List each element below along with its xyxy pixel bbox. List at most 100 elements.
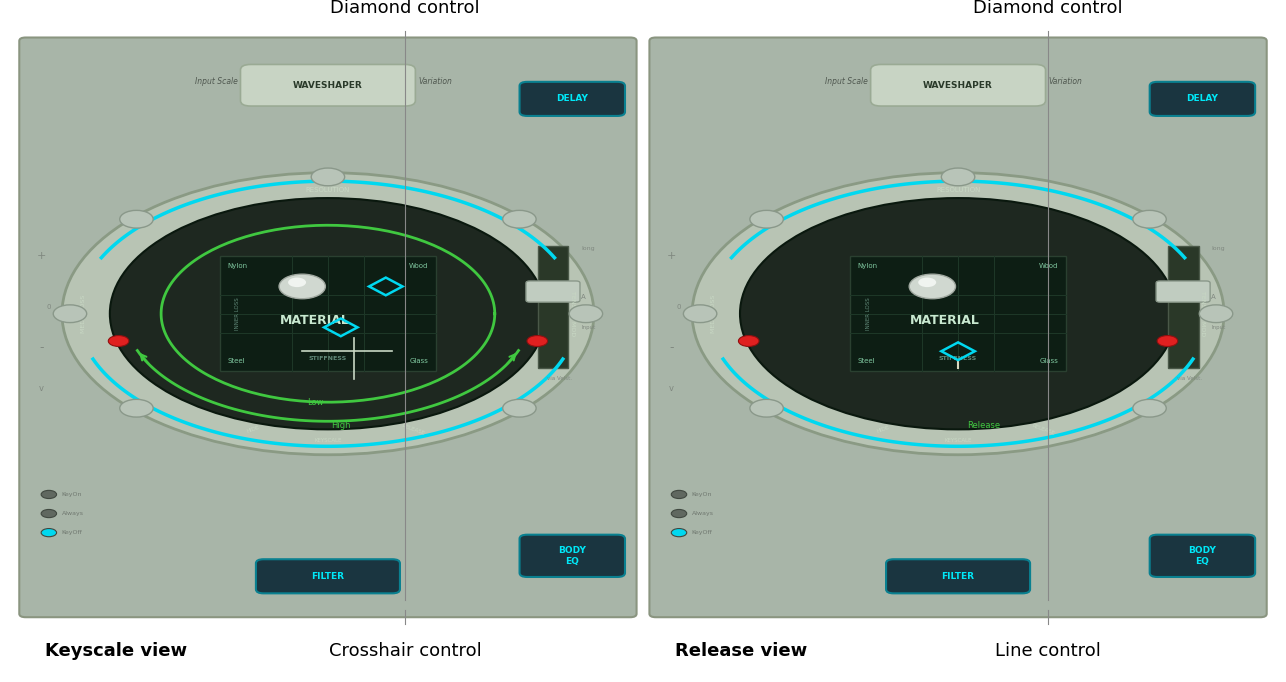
Text: KeyOn: KeyOn bbox=[692, 492, 712, 497]
Text: long: long bbox=[1211, 246, 1226, 250]
Circle shape bbox=[671, 529, 687, 537]
Text: Diamond control: Diamond control bbox=[974, 0, 1123, 17]
FancyBboxPatch shape bbox=[1150, 535, 1255, 577]
FancyBboxPatch shape bbox=[256, 559, 400, 593]
Text: WAVESHAPER: WAVESHAPER bbox=[923, 80, 993, 90]
Circle shape bbox=[570, 305, 603, 323]
Text: DELAY: DELAY bbox=[1187, 94, 1218, 104]
Text: Always: Always bbox=[692, 511, 714, 516]
FancyBboxPatch shape bbox=[520, 535, 625, 577]
Text: KEYSCALE: KEYSCALE bbox=[314, 438, 342, 443]
Text: Always: Always bbox=[62, 511, 84, 516]
Text: MEDIA LOSS: MEDIA LOSS bbox=[711, 295, 716, 333]
Text: Nylon: Nylon bbox=[858, 263, 878, 269]
Circle shape bbox=[1200, 305, 1233, 323]
Circle shape bbox=[41, 529, 57, 537]
Text: RESOLUTION: RESOLUTION bbox=[306, 187, 350, 192]
Text: -: - bbox=[39, 341, 44, 355]
Text: via Velst.: via Velst. bbox=[1177, 376, 1201, 381]
Text: RELEASE: RELEASE bbox=[1031, 423, 1056, 436]
Text: Variation: Variation bbox=[1048, 77, 1082, 87]
Text: RELEASE: RELEASE bbox=[401, 423, 426, 436]
Text: +: + bbox=[36, 251, 46, 261]
Circle shape bbox=[918, 278, 936, 287]
Text: Release view: Release view bbox=[675, 642, 808, 660]
Text: 0: 0 bbox=[46, 304, 51, 310]
Text: KeyOn: KeyOn bbox=[62, 492, 82, 497]
Circle shape bbox=[288, 278, 306, 287]
Text: High: High bbox=[331, 421, 351, 430]
Text: KeyOff: KeyOff bbox=[62, 530, 82, 535]
Circle shape bbox=[279, 274, 325, 299]
Circle shape bbox=[1157, 336, 1178, 346]
Text: Glass: Glass bbox=[409, 358, 428, 364]
Circle shape bbox=[120, 400, 153, 417]
Text: Input Scale: Input Scale bbox=[195, 77, 238, 87]
FancyBboxPatch shape bbox=[886, 559, 1030, 593]
Text: +: + bbox=[666, 251, 676, 261]
Text: MEDIA LOSS: MEDIA LOSS bbox=[81, 295, 86, 333]
Text: Diamond control: Diamond control bbox=[331, 0, 480, 17]
Circle shape bbox=[941, 168, 975, 186]
Text: BODY
EQ: BODY EQ bbox=[1188, 546, 1217, 565]
Circle shape bbox=[41, 509, 57, 518]
Text: A: A bbox=[1211, 294, 1217, 299]
Text: KeyOff: KeyOff bbox=[692, 530, 712, 535]
Text: Line control: Line control bbox=[995, 642, 1101, 660]
Text: v: v bbox=[669, 384, 674, 394]
Circle shape bbox=[120, 210, 153, 228]
Circle shape bbox=[503, 400, 536, 417]
Circle shape bbox=[527, 336, 548, 346]
Text: MATERIAL: MATERIAL bbox=[280, 314, 350, 327]
FancyBboxPatch shape bbox=[871, 65, 1046, 106]
Circle shape bbox=[41, 490, 57, 499]
Text: HIDE: HIDE bbox=[247, 425, 261, 434]
Text: -: - bbox=[669, 341, 674, 355]
FancyBboxPatch shape bbox=[526, 281, 580, 302]
Text: Variation: Variation bbox=[418, 77, 451, 87]
Text: Wood: Wood bbox=[1039, 263, 1058, 269]
Text: Crosshair control: Crosshair control bbox=[329, 642, 481, 660]
Text: Input: Input bbox=[581, 325, 595, 330]
Text: TENSION MOD: TENSION MOD bbox=[570, 291, 575, 336]
Text: Release: Release bbox=[967, 421, 1001, 430]
Text: BODY
EQ: BODY EQ bbox=[558, 546, 586, 565]
Circle shape bbox=[109, 198, 547, 430]
FancyBboxPatch shape bbox=[1156, 281, 1210, 302]
Circle shape bbox=[909, 274, 955, 299]
Text: Keyscale view: Keyscale view bbox=[45, 642, 188, 660]
Text: long: long bbox=[581, 246, 595, 250]
Circle shape bbox=[738, 336, 759, 346]
Text: Low: Low bbox=[307, 398, 323, 407]
Text: Nylon: Nylon bbox=[228, 263, 248, 269]
Circle shape bbox=[683, 305, 716, 323]
Text: MATERIAL: MATERIAL bbox=[910, 314, 980, 327]
Circle shape bbox=[1133, 210, 1166, 228]
Text: Steel: Steel bbox=[858, 358, 876, 364]
FancyBboxPatch shape bbox=[649, 38, 1267, 617]
Text: TENSION MOD: TENSION MOD bbox=[1200, 291, 1205, 336]
Text: KEYSCALE: KEYSCALE bbox=[944, 438, 972, 443]
FancyBboxPatch shape bbox=[1150, 82, 1255, 116]
Circle shape bbox=[671, 509, 687, 518]
Circle shape bbox=[1133, 400, 1166, 417]
Bar bbox=[1168, 246, 1199, 368]
Text: FILTER: FILTER bbox=[311, 572, 345, 581]
Circle shape bbox=[53, 305, 86, 323]
Bar bbox=[850, 256, 1066, 371]
Circle shape bbox=[671, 490, 687, 499]
Text: WAVESHAPER: WAVESHAPER bbox=[293, 80, 363, 90]
Text: DELAY: DELAY bbox=[557, 94, 588, 104]
Text: Glass: Glass bbox=[1039, 358, 1058, 364]
FancyBboxPatch shape bbox=[19, 38, 637, 617]
Text: Steel: Steel bbox=[228, 358, 246, 364]
Text: RESOLUTION: RESOLUTION bbox=[936, 187, 980, 192]
Circle shape bbox=[750, 210, 783, 228]
Circle shape bbox=[108, 336, 129, 346]
Text: Wood: Wood bbox=[409, 263, 428, 269]
Text: INNER LOSS: INNER LOSS bbox=[865, 297, 871, 330]
Text: STIFFNESS: STIFFNESS bbox=[309, 356, 347, 361]
Text: v: v bbox=[39, 384, 44, 394]
Text: FILTER: FILTER bbox=[941, 572, 975, 581]
Text: Input: Input bbox=[1211, 325, 1226, 330]
